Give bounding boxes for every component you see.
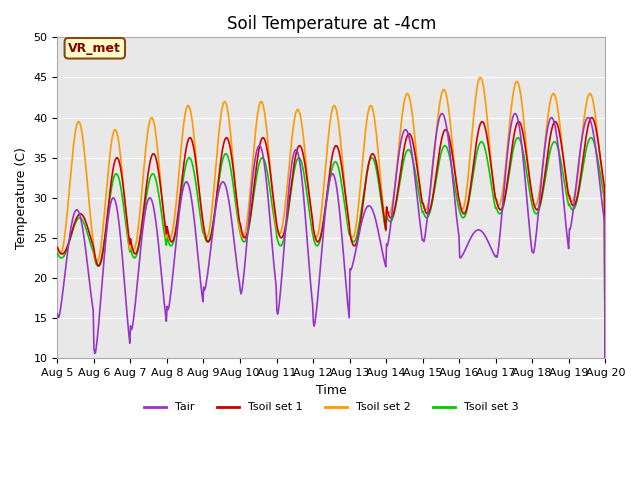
Y-axis label: Temperature (C): Temperature (C) — [15, 147, 28, 249]
Title: Soil Temperature at -4cm: Soil Temperature at -4cm — [227, 15, 436, 33]
Legend: Tair, Tsoil set 1, Tsoil set 2, Tsoil set 3: Tair, Tsoil set 1, Tsoil set 2, Tsoil se… — [140, 398, 523, 417]
Text: VR_met: VR_met — [68, 42, 121, 55]
X-axis label: Time: Time — [316, 384, 347, 396]
